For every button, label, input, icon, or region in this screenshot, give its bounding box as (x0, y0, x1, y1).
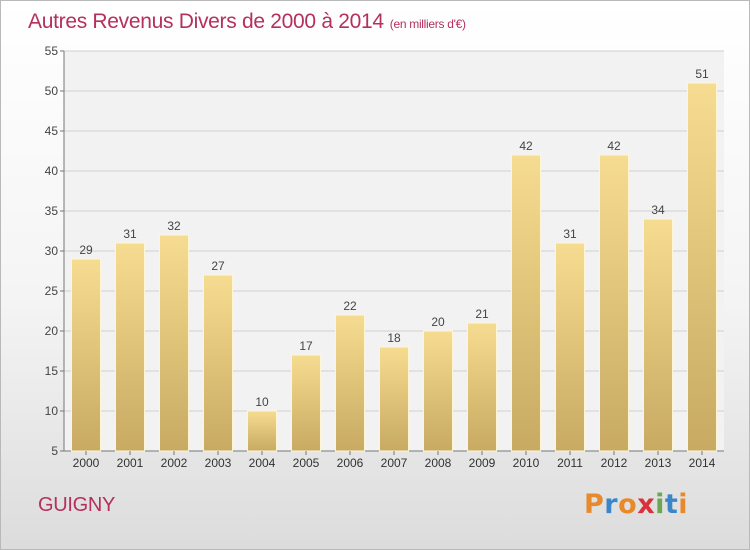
bar-value-label: 29 (79, 243, 93, 257)
x-tick-label: 2003 (205, 456, 232, 470)
x-tick-label: 2011 (557, 456, 583, 470)
y-tick-label: 40 (45, 164, 59, 178)
logo-letter: r (604, 489, 619, 520)
x-tick-label: 2012 (601, 456, 628, 470)
y-tick-label: 5 (51, 444, 58, 458)
chart-subtitle: (en milliers d'€) (389, 17, 466, 31)
y-tick-label: 15 (45, 364, 59, 378)
commune-name: GUIGNY (38, 494, 116, 516)
bar-2006 (334, 314, 366, 452)
x-tick-label: 2013 (645, 456, 672, 470)
bar-2013 (642, 218, 674, 452)
bar-value-label: 18 (387, 331, 401, 345)
bar-2011 (554, 242, 586, 452)
bar-2001 (114, 242, 146, 452)
bar-2004 (246, 410, 278, 452)
x-tick-label: 2008 (425, 456, 452, 470)
bar-value-label: 31 (563, 227, 577, 241)
y-tick-label: 45 (45, 124, 59, 138)
bar-2008 (422, 330, 454, 452)
bar-value-label: 42 (519, 139, 533, 153)
logo-letter: i (678, 489, 689, 520)
x-tick-label: 2014 (689, 456, 716, 470)
chart-title-text: Autres Revenus Divers de 2000 à 2014 (28, 10, 384, 33)
y-tick-label: 55 (45, 44, 59, 58)
logo-letter: i (655, 489, 665, 520)
y-tick-label: 20 (45, 324, 59, 338)
bar-2007 (378, 346, 410, 452)
bar-value-label: 17 (299, 339, 313, 353)
y-tick-label: 30 (45, 244, 59, 258)
bar-2002 (158, 234, 190, 452)
x-tick-label: 2000 (73, 456, 100, 470)
logo-letter: o (618, 489, 638, 520)
bar-value-label: 51 (695, 67, 709, 81)
bar-value-label: 34 (651, 203, 665, 217)
bar-value-label: 20 (431, 315, 445, 329)
bar-value-label: 27 (211, 259, 225, 273)
bar-value-label: 42 (607, 139, 621, 153)
x-tick-label: 2001 (117, 456, 144, 470)
y-tick-label: 25 (45, 284, 59, 298)
bar-2014 (686, 82, 718, 452)
y-tick-label: 50 (45, 84, 59, 98)
x-tick-label: 2007 (381, 456, 408, 470)
bar-value-label: 10 (255, 395, 269, 409)
x-tick-label: 2010 (513, 456, 540, 470)
y-tick-label: 35 (45, 204, 59, 218)
bar-2009 (466, 322, 498, 452)
x-tick-label: 2005 (293, 456, 320, 470)
y-tick-label: 10 (45, 404, 59, 418)
x-tick-label: 2004 (249, 456, 276, 470)
x-tick-label: 2006 (337, 456, 364, 470)
x-tick-label: 2009 (469, 456, 496, 470)
bar-value-label: 22 (343, 299, 357, 313)
proxiti-logo: Proxiti (584, 489, 688, 520)
bar-value-label: 21 (475, 307, 489, 321)
logo-letter: P (584, 489, 605, 520)
bar-2012 (598, 154, 630, 452)
bar-2010 (510, 154, 542, 452)
logo-letter: t (664, 489, 679, 520)
bar-2005 (290, 354, 322, 452)
bar-value-label: 32 (167, 219, 181, 233)
logo-letter: x (637, 489, 656, 520)
bar-2000 (70, 258, 102, 452)
bar-2003 (202, 274, 234, 452)
chart-title: Autres Revenus Divers de 2000 à 2014 (en … (28, 10, 466, 34)
x-tick-label: 2002 (161, 456, 188, 470)
bar-value-label: 31 (123, 227, 137, 241)
